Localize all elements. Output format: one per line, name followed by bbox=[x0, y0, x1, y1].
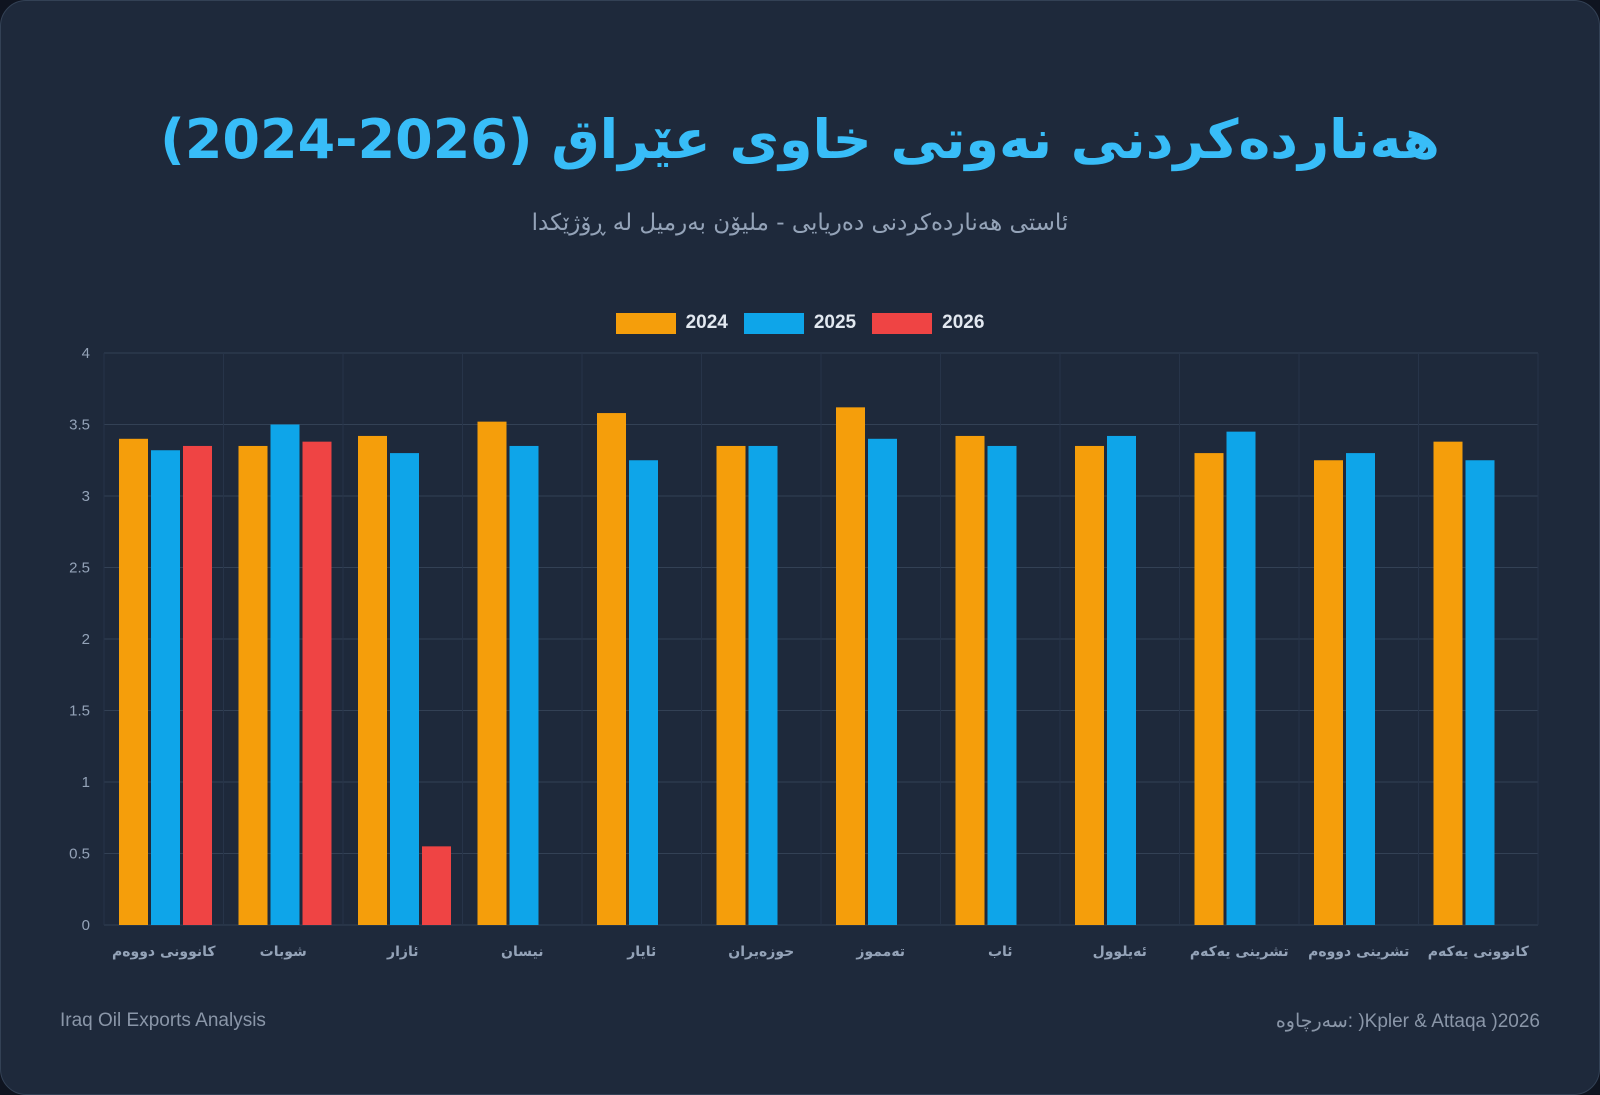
bar-2024 bbox=[238, 445, 268, 925]
legend-label-2025: 2025 bbox=[813, 312, 857, 333]
x-tick-label: تەمموز bbox=[855, 944, 905, 960]
x-tick-label: ئەیلوول bbox=[1093, 944, 1147, 960]
y-tick-label: 0.5 bbox=[69, 846, 90, 863]
x-tick-label: تشرینی دووەم bbox=[1308, 944, 1409, 960]
bar-2024 bbox=[955, 435, 985, 925]
legend-swatch-2024 bbox=[615, 312, 676, 334]
chart-subtitle: ئاستی هەناردەکردنی دەریایی - ملیۆن بەرمی… bbox=[531, 210, 1069, 236]
y-tick-label: 2 bbox=[82, 631, 90, 648]
bar-2024 bbox=[1194, 453, 1224, 925]
bar-2024 bbox=[358, 435, 387, 925]
bar-2025 bbox=[1107, 435, 1136, 925]
bar-2024 bbox=[1433, 441, 1463, 925]
bar-2024 bbox=[477, 421, 507, 925]
y-tick-label: 2.5 bbox=[69, 560, 90, 577]
x-tick-label: حوزەیران bbox=[728, 944, 794, 960]
bar-2025 bbox=[270, 424, 300, 925]
y-tick-label: 0 bbox=[82, 917, 90, 934]
bar-2025 bbox=[748, 445, 778, 925]
legend-item-2025[interactable]: 2025 bbox=[743, 312, 857, 334]
legend-item-2026[interactable]: 2026 bbox=[872, 312, 984, 334]
x-tick-label: کانوونی یەکەم bbox=[1428, 944, 1530, 960]
legend-swatch-2025 bbox=[743, 312, 804, 334]
bar-2025 bbox=[629, 460, 658, 925]
bar-2024 bbox=[836, 407, 865, 926]
bar-2025 bbox=[868, 438, 897, 925]
y-tick-label: 3.5 bbox=[69, 417, 90, 434]
bar-2024 bbox=[119, 438, 148, 925]
bar-2024 bbox=[716, 445, 746, 925]
y-tick-label: 1 bbox=[82, 774, 90, 791]
bar-2024 bbox=[1314, 460, 1343, 925]
footer-source-label: سەرچاوە: )Kpler & Attaqa )2026 bbox=[1275, 1011, 1540, 1032]
legend-item-2024[interactable]: 2024 bbox=[615, 312, 728, 334]
y-tick-label: 3 bbox=[82, 488, 90, 505]
bar-2026 bbox=[183, 445, 212, 925]
bar-2026 bbox=[422, 846, 451, 925]
bar-2025 bbox=[509, 445, 539, 925]
bar-2025 bbox=[1226, 431, 1256, 925]
x-tick-label: شوبات bbox=[260, 944, 307, 960]
x-tick-label: تشرینی یەکەم bbox=[1190, 944, 1289, 960]
legend-label-2024: 2024 bbox=[685, 312, 728, 333]
bar-2025 bbox=[1346, 453, 1375, 925]
x-tick-label: ئازار bbox=[386, 944, 418, 960]
x-tick-label: کانوونی دووەم bbox=[112, 944, 216, 960]
bar-2026 bbox=[302, 441, 332, 925]
bar-2025 bbox=[151, 450, 180, 925]
bar-2025 bbox=[390, 453, 419, 925]
bar-2025 bbox=[1465, 460, 1495, 925]
legend: 2024 2025 2026 bbox=[0, 312, 1600, 334]
bar-2025 bbox=[987, 445, 1017, 925]
x-tick-label: ئایار bbox=[626, 944, 656, 960]
bar-2024 bbox=[1075, 445, 1104, 925]
x-tick-label: نیسان bbox=[501, 944, 543, 960]
x-tick-label: ئاب bbox=[988, 944, 1013, 960]
legend-label-2026: 2026 bbox=[942, 312, 985, 333]
chart-title: هەناردەکردنی نەوتی خاوی عێراق (2026-2024… bbox=[160, 108, 1440, 171]
y-tick-label: 4 bbox=[82, 345, 90, 362]
bar-2024 bbox=[597, 413, 626, 925]
footer-analysis-label: Iraq Oil Exports Analysis bbox=[60, 1010, 266, 1031]
legend-swatch-2026 bbox=[872, 312, 933, 334]
y-tick-label: 1.5 bbox=[69, 703, 90, 720]
